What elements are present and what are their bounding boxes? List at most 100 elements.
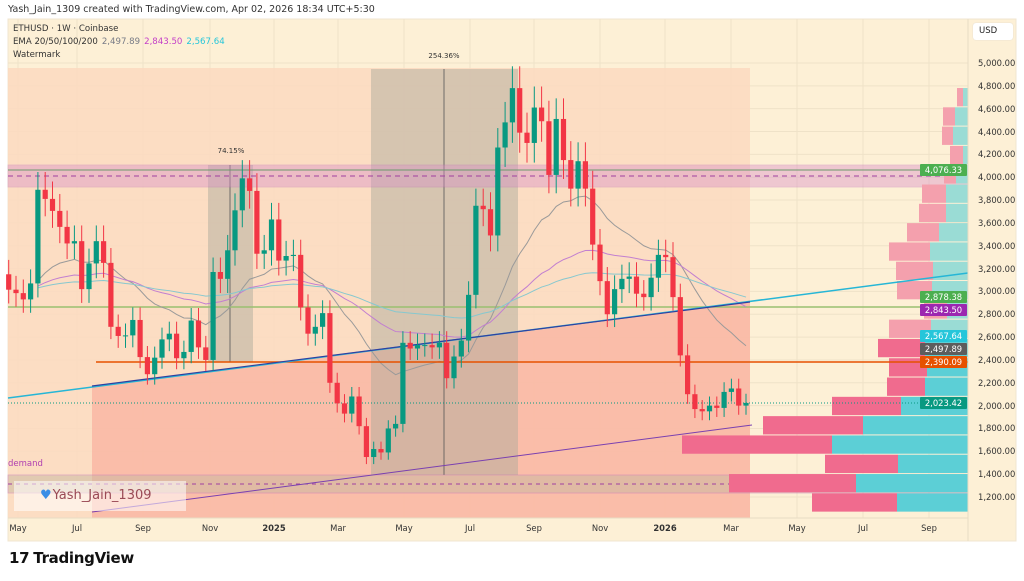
volume-profile-down-bar: [889, 358, 927, 377]
candle-body: [407, 342, 413, 349]
candle-body: [626, 276, 632, 279]
watermark-box: ♥Yash_Jain_1309: [14, 481, 186, 511]
volume-profile-up-bar: [856, 474, 968, 493]
candle-body: [524, 132, 530, 143]
ema-50-line: [37, 249, 747, 338]
volume-profile-up-bar: [946, 184, 968, 203]
price-tag: 2,843.50: [920, 304, 967, 316]
candle-body: [159, 339, 165, 358]
time-tick: Sep: [921, 523, 937, 533]
price-tick: 1,200.00: [978, 491, 1016, 502]
candle-body: [334, 382, 340, 404]
volume-profile-down-bar: [943, 107, 955, 126]
candle-body: [400, 342, 406, 424]
demand-label: demand: [8, 459, 43, 469]
volume-profile-up-bar: [925, 377, 968, 396]
price-tick: 1,600.00: [978, 446, 1016, 457]
candle-body: [101, 241, 107, 263]
candle-body: [290, 254, 296, 257]
price-tick: 3,200.00: [978, 263, 1016, 274]
candle-body: [268, 219, 275, 251]
legend-watermark[interactable]: Watermark: [13, 50, 61, 60]
volume-profile-up-bar: [939, 223, 968, 242]
candle-body: [641, 293, 647, 298]
volume-profile-up-bar: [863, 416, 968, 435]
price-tick: 2,400.00: [978, 354, 1016, 365]
candle-body: [188, 320, 194, 352]
candle-body: [480, 205, 486, 210]
candle-body: [305, 307, 311, 334]
candle-body: [239, 178, 245, 211]
candle-body: [692, 394, 698, 410]
candle-body: [115, 326, 121, 336]
volume-profile-down-bar: [887, 377, 925, 396]
candle-body: [677, 297, 683, 356]
volume-profile-up-bar: [963, 145, 968, 165]
ema-lines: [37, 195, 747, 376]
heart-icon: ♥: [40, 488, 52, 503]
measure-label-1: 74.15%: [217, 147, 245, 155]
price-tick: 1,400.00: [978, 469, 1016, 480]
candle-body: [371, 449, 377, 458]
candle-body: [414, 345, 421, 349]
time-tick: Mar: [723, 523, 739, 533]
time-tick: Sep: [135, 523, 151, 533]
ema20-value: 2,497.89: [101, 37, 141, 47]
volume-profile-down-bar: [763, 416, 863, 435]
candle-body: [728, 388, 734, 392]
chart-credit: Yash_Jain_1309 created with TradingView.…: [8, 4, 375, 15]
candle-body: [144, 357, 150, 375]
candle-body: [612, 289, 618, 315]
candle-body: [247, 178, 253, 191]
candle-body: [721, 391, 727, 408]
volume-profile-down-bar: [812, 493, 897, 512]
ema100-value: 2,567.64: [186, 37, 225, 47]
lower-trendline[interactable]: [91, 424, 753, 513]
volume-profile-down-bar: [950, 145, 963, 165]
volume-profile-down-bar: [878, 338, 925, 358]
price-tick: 4,600.00: [978, 103, 1016, 114]
candle-body: [20, 293, 26, 300]
legend-symbol[interactable]: ETHUSD · 1W · Coinbase: [13, 24, 119, 34]
candle-body: [590, 188, 596, 245]
tradingview-logo[interactable]: 17 TradingView: [9, 549, 134, 567]
volume-profile-up-bar: [933, 261, 968, 281]
currency-button[interactable]: USD: [973, 23, 1013, 40]
candle-body: [6, 274, 12, 290]
candle-body: [341, 403, 348, 414]
candle-body: [714, 405, 720, 408]
candle-body: [458, 340, 464, 357]
candle-body: [203, 347, 209, 360]
upper-trendline-segment[interactable]: [91, 301, 751, 387]
ema-100-line: [37, 272, 747, 319]
time-tick: Nov: [201, 523, 219, 533]
candle-body: [393, 423, 399, 429]
price-tick: 4,400.00: [978, 126, 1016, 137]
candle-body: [356, 396, 362, 427]
volume-profile-down-bar: [896, 261, 933, 281]
candle-body: [553, 118, 559, 175]
time-tick: 2025: [262, 523, 286, 533]
candle-body: [71, 241, 77, 244]
ema-20-line: [37, 195, 747, 376]
candle-body: [79, 241, 85, 290]
volume-profile-up-bar: [946, 203, 968, 223]
candle-body: [181, 351, 187, 359]
candle-body: [166, 333, 172, 340]
price-tag: 4,076.33: [920, 164, 967, 176]
candle-body: [378, 449, 384, 453]
candle-body: [195, 320, 202, 348]
volume-profile-up-bar: [898, 454, 968, 474]
time-tick: May: [788, 523, 806, 533]
legend-ema[interactable]: EMA 20/50/100/200 2,497.89 2,843.50 2,567.6…: [13, 37, 229, 47]
candle-body: [633, 276, 640, 294]
candle-body: [298, 254, 304, 308]
time-tick: Jul: [464, 523, 476, 533]
ema50-value: 2,843.50: [144, 37, 183, 47]
volume-profile-down-bar: [889, 242, 930, 261]
candle-body: [436, 342, 442, 348]
price-tick: 3,600.00: [978, 217, 1016, 228]
candle-body: [663, 254, 669, 258]
candle-body: [232, 210, 238, 251]
